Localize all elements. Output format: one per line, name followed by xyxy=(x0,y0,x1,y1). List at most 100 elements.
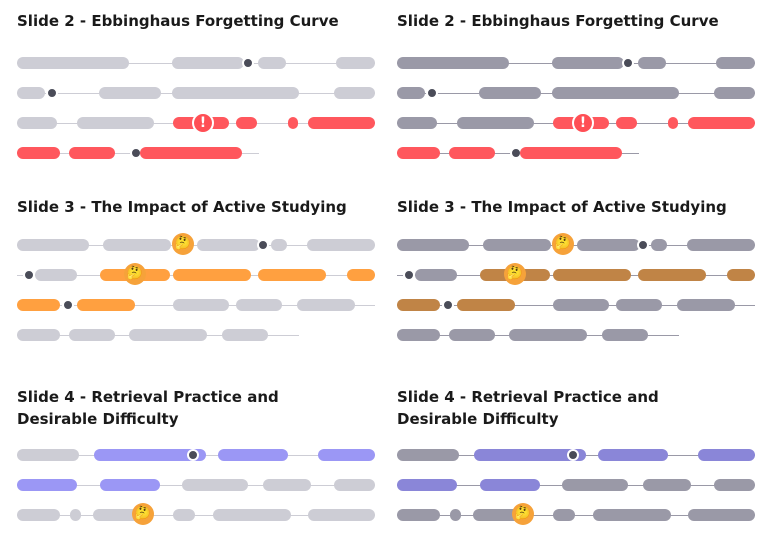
text-segment xyxy=(218,449,288,461)
text-segment xyxy=(77,117,154,129)
text-segment xyxy=(129,329,207,341)
text-line-row xyxy=(17,478,375,492)
thinking-face-icon: 🤔 xyxy=(552,233,574,255)
thinking-face-icon: 🤔 xyxy=(172,233,194,255)
slide-title: Slide 4 - Retrieval Practice and Desirab… xyxy=(17,388,279,428)
text-segment xyxy=(651,239,667,251)
text-line-row xyxy=(397,478,755,492)
text-segment xyxy=(17,87,45,99)
text-line-row: ! xyxy=(17,112,375,134)
exclamation-warning-icon: ! xyxy=(192,112,214,134)
playhead-dot-icon xyxy=(403,269,415,281)
text-segment xyxy=(688,509,755,521)
text-segment xyxy=(173,269,251,281)
text-segment xyxy=(397,479,457,491)
text-segment xyxy=(553,299,609,311)
text-segment xyxy=(77,299,135,311)
text-segment xyxy=(714,87,755,99)
text-line-row xyxy=(17,146,375,160)
text-segment xyxy=(509,329,587,341)
text-segment xyxy=(263,479,311,491)
text-segment xyxy=(553,269,631,281)
text-segment xyxy=(479,87,541,99)
slide-title: Slide 2 - Ebbinghaus Forgetting Curve xyxy=(397,12,719,30)
text-segment xyxy=(616,299,662,311)
text-segment xyxy=(17,239,89,251)
text-segment xyxy=(173,299,229,311)
text-segment xyxy=(258,269,326,281)
text-segment xyxy=(457,117,534,129)
baseline xyxy=(397,244,755,246)
text-segment xyxy=(17,57,129,69)
text-segment xyxy=(577,239,640,251)
text-segment xyxy=(397,299,440,311)
playhead-dot-icon xyxy=(187,449,199,461)
text-segment xyxy=(552,57,624,69)
exclamation-warning-icon: ! xyxy=(572,112,594,134)
text-segment xyxy=(397,117,437,129)
text-segment xyxy=(552,87,679,99)
slide-thumbnail-tinted[interactable]: Slide 3 - The Impact of Active Studying 🤔… xyxy=(397,196,755,346)
text-segment xyxy=(562,479,628,491)
slide-thumbnail-tinted[interactable]: Slide 4 - Retrieval Practice and Desirab… xyxy=(397,386,755,526)
text-segment xyxy=(397,87,425,99)
slide-thumbnail-original[interactable]: Slide 4 - Retrieval Practice and Desirab… xyxy=(17,386,375,526)
playhead-dot-icon xyxy=(637,239,649,251)
text-segment xyxy=(677,299,735,311)
text-segment xyxy=(172,57,244,69)
text-segment xyxy=(297,299,355,311)
thinking-face-icon: 🤔 xyxy=(124,263,146,285)
text-segment xyxy=(99,87,161,99)
text-line-row xyxy=(17,328,375,342)
text-line-row: 🤔 xyxy=(397,503,755,525)
text-segment xyxy=(602,329,648,341)
text-segment xyxy=(17,479,77,491)
text-segment xyxy=(334,479,375,491)
text-segment xyxy=(271,239,287,251)
text-segment xyxy=(397,329,440,341)
text-segment xyxy=(17,117,57,129)
slide-thumbnail-original[interactable]: Slide 3 - The Impact of Active Studying 🤔… xyxy=(17,196,375,346)
text-segment xyxy=(397,147,440,159)
thinking-face-icon: 🤔 xyxy=(512,503,534,525)
text-segment xyxy=(172,87,299,99)
playhead-dot-icon xyxy=(442,299,454,311)
text-segment xyxy=(397,509,440,521)
text-segment xyxy=(103,239,171,251)
text-segment xyxy=(474,449,586,461)
text-segment xyxy=(687,239,755,251)
text-segment xyxy=(449,329,495,341)
text-segment xyxy=(616,117,637,129)
text-line-row xyxy=(397,56,755,70)
slide-thumbnail-tinted[interactable]: Slide 2 - Ebbinghaus Forgetting Curve! xyxy=(397,10,755,160)
text-segment xyxy=(450,509,461,521)
text-line-row xyxy=(17,298,375,312)
text-segment xyxy=(222,329,268,341)
playhead-dot-icon xyxy=(23,269,35,281)
text-segment xyxy=(638,269,706,281)
text-segment xyxy=(173,509,195,521)
text-segment xyxy=(593,509,671,521)
playhead-dot-icon xyxy=(426,87,438,99)
text-segment xyxy=(598,449,668,461)
text-segment xyxy=(318,449,375,461)
text-segment xyxy=(70,509,81,521)
text-segment xyxy=(334,87,375,99)
text-segment xyxy=(94,449,206,461)
text-segment xyxy=(35,269,77,281)
text-segment xyxy=(397,57,509,69)
text-segment xyxy=(336,57,375,69)
text-segment xyxy=(520,147,622,159)
text-segment xyxy=(643,479,691,491)
text-segment xyxy=(668,117,678,129)
text-segment xyxy=(714,479,755,491)
text-segment xyxy=(307,239,375,251)
baseline xyxy=(17,514,375,516)
text-line-row: 🤔 xyxy=(397,263,755,285)
text-line-row: 🤔 xyxy=(17,233,375,255)
text-segment xyxy=(213,509,291,521)
slide-title: Slide 4 - Retrieval Practice and Desirab… xyxy=(397,388,659,428)
text-line-row xyxy=(397,298,755,312)
slide-thumbnail-original[interactable]: Slide 2 - Ebbinghaus Forgetting Curve! xyxy=(17,10,375,160)
baseline xyxy=(397,514,755,516)
